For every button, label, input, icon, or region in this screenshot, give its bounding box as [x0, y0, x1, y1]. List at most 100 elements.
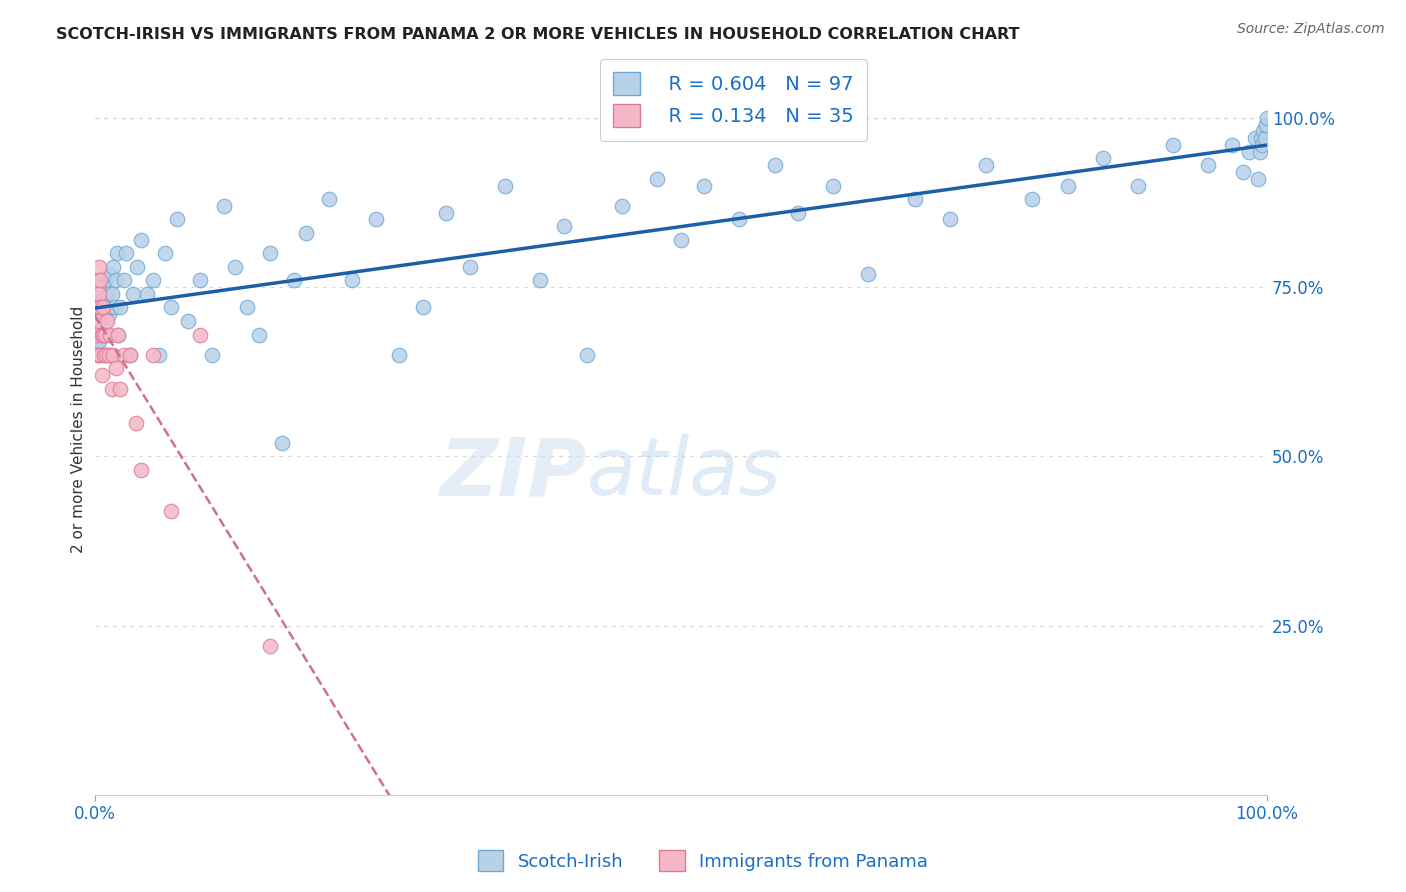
Point [90, 293, 112, 308]
Point [112, 348, 135, 362]
Point [342, 273, 364, 287]
Point [96, 348, 118, 362]
Point [610, 199, 633, 213]
Point [93, 327, 115, 342]
Point [86, 327, 108, 342]
Point [364, 212, 387, 227]
Point [259, 639, 281, 653]
Point [1232, 165, 1254, 179]
Point [104, 273, 127, 287]
Point [89, 301, 111, 315]
Point [96, 327, 118, 342]
Point [84, 301, 107, 315]
Point [131, 463, 153, 477]
Point [124, 416, 146, 430]
Point [86, 327, 108, 342]
Point [125, 260, 148, 274]
Text: atlas: atlas [586, 434, 782, 512]
Point [575, 348, 598, 362]
Point [388, 348, 411, 362]
Point [103, 260, 125, 274]
Point [188, 273, 211, 287]
Point [177, 314, 200, 328]
Point [91, 301, 114, 315]
Point [1253, 124, 1275, 138]
Point [1021, 192, 1043, 206]
Point [96, 314, 118, 328]
Point [1126, 178, 1149, 193]
Point [553, 219, 575, 234]
Point [939, 212, 962, 227]
Point [105, 246, 128, 260]
Legend: Scotch-Irish, Immigrants from Panama: Scotch-Irish, Immigrants from Panama [471, 843, 935, 879]
Point [93, 286, 115, 301]
Point [787, 205, 810, 219]
Point [1091, 152, 1114, 166]
Point [118, 348, 141, 362]
Point [283, 273, 305, 287]
Point [153, 246, 176, 260]
Point [87, 348, 110, 362]
Point [1249, 145, 1271, 159]
Point [110, 382, 132, 396]
Point [86, 301, 108, 315]
Point [434, 205, 457, 219]
Point [103, 348, 125, 362]
Point [97, 267, 120, 281]
Legend:   R = 0.604   N = 97,   R = 0.134   N = 35: R = 0.604 N = 97, R = 0.134 N = 35 [599, 59, 868, 141]
Point [98, 327, 121, 342]
Point [236, 301, 259, 315]
Point [91, 307, 114, 321]
Point [259, 246, 281, 260]
Point [645, 171, 668, 186]
Text: SCOTCH-IRISH VS IMMIGRANTS FROM PANAMA 2 OR MORE VEHICLES IN HOUSEHOLD CORRELATI: SCOTCH-IRISH VS IMMIGRANTS FROM PANAMA 2… [56, 27, 1019, 42]
Point [89, 301, 111, 315]
Point [90, 327, 112, 342]
Point [89, 286, 111, 301]
Point [1239, 145, 1261, 159]
Point [96, 348, 118, 362]
Point [122, 286, 145, 301]
Point [103, 301, 125, 315]
Point [188, 327, 211, 342]
Point [1197, 158, 1219, 172]
Point [247, 327, 270, 342]
Point [89, 348, 111, 362]
Point [1161, 137, 1184, 152]
Point [107, 327, 129, 342]
Point [107, 327, 129, 342]
Point [89, 334, 111, 349]
Point [1220, 137, 1243, 152]
Point [823, 178, 845, 193]
Point [974, 158, 997, 172]
Point [136, 286, 159, 301]
Point [1254, 118, 1277, 132]
Point [89, 273, 111, 287]
Point [100, 301, 122, 315]
Point [97, 348, 120, 362]
Point [115, 246, 138, 260]
Point [94, 314, 117, 328]
Point [669, 233, 692, 247]
Point [858, 267, 880, 281]
Point [91, 327, 114, 342]
Point [224, 260, 246, 274]
Point [294, 226, 316, 240]
Point [131, 233, 153, 247]
Point [159, 503, 181, 517]
Point [93, 348, 115, 362]
Point [159, 301, 181, 315]
Point [87, 280, 110, 294]
Point [142, 273, 165, 287]
Point [101, 382, 124, 396]
Point [1250, 131, 1272, 145]
Point [763, 158, 786, 172]
Point [412, 301, 434, 315]
Y-axis label: 2 or more Vehicles in Household: 2 or more Vehicles in Household [72, 306, 86, 553]
Point [693, 178, 716, 193]
Point [1256, 111, 1278, 125]
Point [101, 286, 124, 301]
Point [118, 348, 141, 362]
Point [271, 436, 294, 450]
Point [110, 301, 132, 315]
